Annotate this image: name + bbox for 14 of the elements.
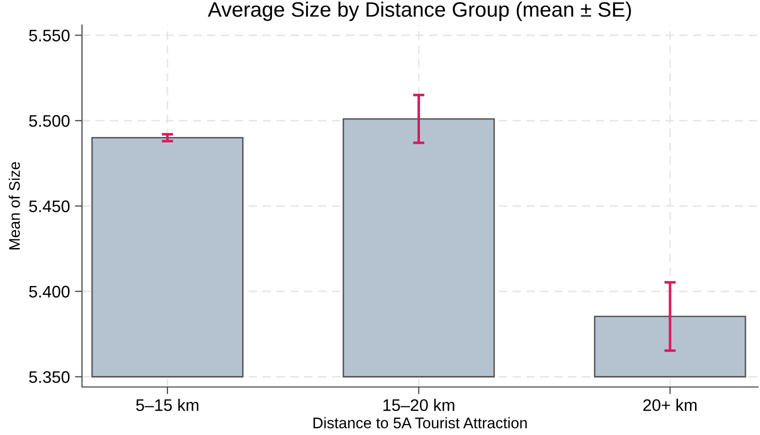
chart-title: Average Size by Distance Group (mean ± SE) [208,2,631,21]
y-axis-title: Mean of Size [8,162,20,250]
bar [91,137,244,378]
bar [342,118,495,378]
y-tick-label: 5.550 [29,30,70,42]
y-tick-label: 5.450 [29,200,70,212]
y-tick-label: 5.400 [29,286,70,298]
x-tick-label: 15–20 km [383,398,454,412]
y-tick-label: 5.350 [29,371,70,383]
x-tick-label: 5–15 km [136,398,198,412]
x-tick-label: 20+ km [643,398,697,412]
x-axis-title: Distance to 5A Tourist Attraction [314,417,527,428]
y-tick-label: 5.500 [29,115,70,127]
bar [594,316,746,378]
